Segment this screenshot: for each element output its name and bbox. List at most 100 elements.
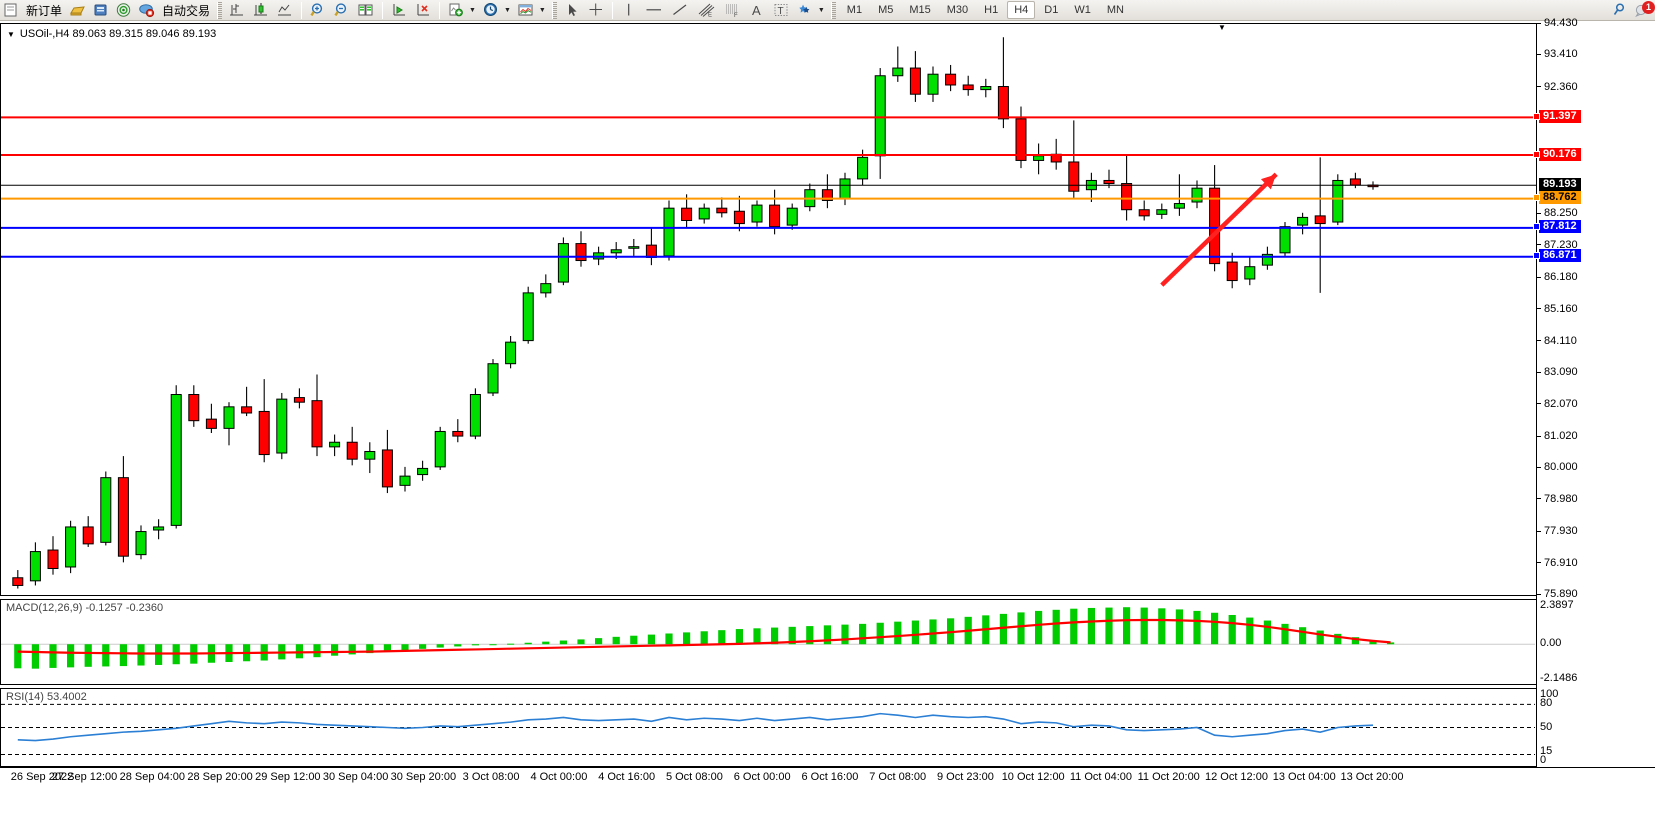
zoom-in-icon[interactable]: [306, 1, 330, 20]
time-tick-label: 12 Oct 12:00: [1204, 771, 1268, 783]
time-tick-label: 10 Oct 12:00: [1001, 771, 1065, 783]
current-price-tag[interactable]: 89.193: [1539, 177, 1581, 191]
fibonacci-icon[interactable]: F: [719, 1, 745, 20]
gold-bar-icon[interactable]: [66, 1, 89, 20]
time-axis[interactable]: 26 Sep 2022 27 Sep 12:00 28 Sep 04:00 28 Se…: [0, 767, 1655, 787]
time-tick-label: 26 Sep 2022: [10, 771, 74, 783]
chevron-down-icon-templates[interactable]: ▼: [538, 6, 546, 14]
toolbar-divider-2: [382, 1, 384, 19]
new-order-icon[interactable]: [0, 1, 22, 20]
text-box-icon[interactable]: T: [769, 1, 793, 20]
shapes-icon[interactable]: [793, 1, 817, 20]
price-tick: 85.160: [1537, 303, 1578, 314]
equidistant-channel-icon[interactable]: E: [693, 1, 719, 20]
svg-text:T: T: [777, 6, 783, 17]
new-order-label[interactable]: 新订单: [26, 3, 63, 18]
support-line-2-tag[interactable]: 86.871: [1539, 249, 1581, 263]
price-tick: 88.250: [1537, 208, 1578, 219]
rsi-panel[interactable]: RSI(14) 53.4002: [0, 688, 1536, 767]
toolbar-separator-2: [551, 1, 557, 19]
trendline-icon[interactable]: [667, 1, 693, 20]
zoom-out-icon[interactable]: [330, 1, 354, 20]
support-line-1-handle[interactable]: [1533, 223, 1540, 231]
chevron-down-icon-period[interactable]: ▼: [503, 6, 511, 14]
hline-icon[interactable]: [641, 1, 667, 20]
shift-end-icon[interactable]: [411, 1, 435, 20]
autotrade-icon[interactable]: [135, 1, 158, 20]
cursor-icon[interactable]: [560, 1, 584, 20]
terminal-icon[interactable]: [89, 1, 112, 20]
time-tick-label: 13 Oct 04:00: [1272, 771, 1336, 783]
time-tick-label: 3 Oct 08:00: [462, 771, 520, 783]
macd-axis-min: -2.1486: [1540, 672, 1578, 684]
pivot-line-handle[interactable]: [1533, 194, 1540, 202]
toolbar-divider-3: [439, 1, 441, 19]
time-tick-label: 11 Oct 20:00: [1137, 771, 1200, 783]
time-tick-label: 5 Oct 08:00: [665, 771, 723, 783]
time-tick-label: 29 Sep 12:00: [255, 771, 321, 783]
resistance-line-2-handle[interactable]: [1533, 150, 1540, 158]
timeframe-h1[interactable]: H1: [984, 4, 999, 16]
search-icon[interactable]: [1607, 1, 1631, 20]
svg-text:E: E: [708, 13, 712, 19]
time-tick-label: 4 Oct 16:00: [598, 771, 656, 783]
chevron-down-icon-shapes[interactable]: ▼: [817, 6, 825, 14]
timeframe-h4[interactable]: H4: [1007, 1, 1036, 19]
symbol-header: ▼ USOil-,H4 89.063 89.315 89.046 89.193: [7, 28, 216, 40]
price-tick: 80.000: [1537, 462, 1578, 473]
timeframe-w1[interactable]: W1: [1074, 4, 1091, 16]
time-tick-label: 6 Oct 00:00: [733, 771, 791, 783]
support-line-1-tag[interactable]: 87.812: [1539, 220, 1581, 234]
price-plot[interactable]: [1, 24, 1536, 595]
line-chart-icon[interactable]: [273, 1, 297, 20]
price-tick: 87.230: [1537, 239, 1578, 250]
timeframe-m15[interactable]: M15: [909, 4, 931, 16]
chart-area[interactable]: ▼ USOil-,H4 89.063 89.315 89.046 89.193 M…: [0, 18, 1655, 823]
price-tick: 78.980: [1537, 493, 1578, 504]
support-line-2-handle[interactable]: [1533, 252, 1540, 260]
bar-chart-icon[interactable]: [225, 1, 249, 20]
price-tick: 75.890: [1537, 589, 1578, 600]
symbol-ohlc-text: USOil-,H4 89.063 89.315 89.046 89.193: [19, 28, 217, 40]
resistance-line-1-handle[interactable]: [1533, 112, 1540, 120]
signal-icon[interactable]: [112, 1, 135, 20]
toolbar-divider: [301, 1, 303, 19]
rsi-axis-50: 50: [1540, 720, 1553, 733]
chart-scale-handle-icon[interactable]: ▼: [1218, 23, 1226, 32]
rsi-axis-15: 15: [1540, 745, 1553, 758]
rsi-axis-80: 80: [1540, 697, 1553, 710]
price-tick: 86.180: [1537, 272, 1578, 283]
vline-icon[interactable]: [617, 1, 641, 20]
price-tick: 94.430: [1537, 18, 1578, 29]
notification-icon[interactable]: 1: [1631, 0, 1655, 20]
timeframe-mn[interactable]: MN: [1106, 4, 1124, 16]
price-chart-panel[interactable]: ▼ USOil-,H4 89.063 89.315 89.046 89.193: [0, 23, 1536, 596]
macd-panel[interactable]: MACD(12,26,9) -0.1257 -0.2360: [0, 599, 1536, 685]
candlestick-icon[interactable]: [249, 1, 273, 20]
price-axis[interactable]: 94.430 93.410 92.360 88.250 87.230 86.180 85.1…: [1533, 18, 1655, 767]
timeframe-m5[interactable]: M5: [878, 4, 894, 16]
rsi-axis-100: 100: [1540, 688, 1559, 700]
price-tick: 77.930: [1537, 526, 1578, 537]
price-tick: 93.410: [1537, 49, 1578, 60]
timeframe-d1[interactable]: D1: [1044, 4, 1059, 16]
period-clock-icon[interactable]: [479, 1, 503, 20]
crosshair-icon[interactable]: [584, 1, 608, 20]
chevron-down-icon-indicators[interactable]: ▼: [469, 6, 476, 14]
macd-axis-max: 2.3897: [1540, 599, 1574, 611]
resistance-line-1-tag[interactable]: 91.397: [1539, 109, 1581, 123]
chevron-down-icon-symbol[interactable]: ▼: [7, 29, 15, 39]
resistance-line-2-tag[interactable]: 90.176: [1539, 147, 1581, 161]
shift-start-icon[interactable]: [387, 1, 411, 20]
autotrade-label[interactable]: 自动交易: [162, 3, 211, 18]
tile-windows-icon[interactable]: [354, 1, 378, 20]
timeframe-m1[interactable]: M1: [846, 4, 863, 16]
svg-text:F: F: [734, 13, 738, 18]
templates-icon[interactable]: [514, 1, 538, 20]
price-tick: 76.910: [1537, 557, 1578, 568]
pivot-line-tag[interactable]: 88.762: [1539, 191, 1581, 205]
timeframe-m30[interactable]: M30: [946, 4, 969, 16]
text-label-icon[interactable]: A: [745, 1, 769, 20]
toolbar-separator: [217, 1, 223, 19]
add-indicator-icon[interactable]: [444, 1, 468, 20]
